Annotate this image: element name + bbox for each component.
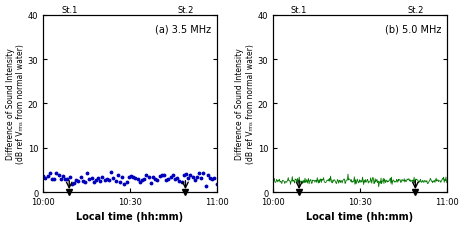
Y-axis label: Difference of Sound Intensity
(dB ref Vᵣₘₛ from normal water): Difference of Sound Intensity (dB ref Vᵣ… bbox=[6, 44, 25, 164]
X-axis label: Local time (hh:mm): Local time (hh:mm) bbox=[76, 212, 183, 222]
X-axis label: Local time (hh:mm): Local time (hh:mm) bbox=[306, 212, 413, 222]
Text: (a) 3.5 MHz: (a) 3.5 MHz bbox=[155, 25, 211, 35]
Y-axis label: Difference of Sound Intensity
(dB ref Vᵣₘₛ from normal water): Difference of Sound Intensity (dB ref Vᵣ… bbox=[235, 44, 254, 164]
Text: (b) 5.0 MHz: (b) 5.0 MHz bbox=[384, 25, 440, 35]
